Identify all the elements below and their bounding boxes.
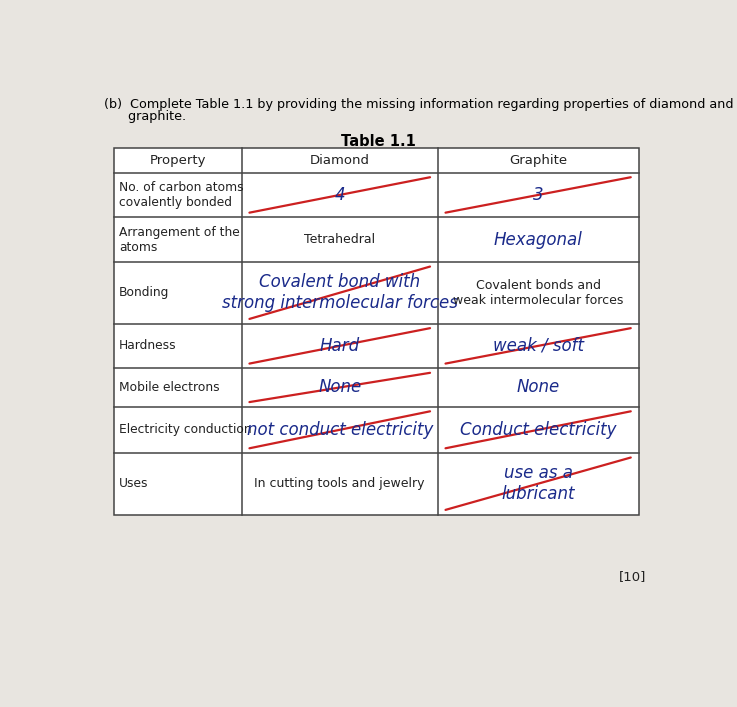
Text: None: None — [517, 378, 560, 397]
Text: [10]: [10] — [619, 570, 646, 583]
Text: Diamond: Diamond — [310, 154, 370, 167]
Text: Bonding: Bonding — [119, 286, 170, 299]
Text: Uses: Uses — [119, 477, 149, 490]
Text: Arrangement of the
atoms: Arrangement of the atoms — [119, 226, 240, 254]
Text: Conduct electricity: Conduct electricity — [460, 421, 616, 439]
Text: use as a
lubricant: use as a lubricant — [501, 464, 575, 503]
Text: weak / soft: weak / soft — [492, 337, 584, 355]
Text: 3: 3 — [533, 186, 543, 204]
Text: Table 1.1: Table 1.1 — [341, 134, 416, 149]
Text: Mobile electrons: Mobile electrons — [119, 381, 220, 394]
Text: Hardness: Hardness — [119, 339, 177, 352]
Text: None: None — [318, 378, 361, 397]
Text: Electricity conduction: Electricity conduction — [119, 423, 252, 436]
Text: 4: 4 — [335, 186, 345, 204]
FancyBboxPatch shape — [113, 148, 638, 515]
Text: Covalent bond with
strong intermolecular forces: Covalent bond with strong intermolecular… — [222, 274, 458, 312]
Text: not conduct electricity: not conduct electricity — [247, 421, 433, 439]
Text: Hexagonal: Hexagonal — [494, 230, 582, 249]
Text: (b)  Complete Table 1.1 by providing the missing information regarding propertie: (b) Complete Table 1.1 by providing the … — [104, 98, 733, 111]
Text: Tetrahedral: Tetrahedral — [304, 233, 375, 246]
Text: graphite.: graphite. — [104, 110, 186, 123]
Text: Graphite: Graphite — [509, 154, 567, 167]
Text: Property: Property — [150, 154, 206, 167]
Text: In cutting tools and jewelry: In cutting tools and jewelry — [254, 477, 425, 490]
Text: No. of carbon atoms
covalently bonded: No. of carbon atoms covalently bonded — [119, 181, 244, 209]
Text: Covalent bonds and
weak intermolecular forces: Covalent bonds and weak intermolecular f… — [453, 279, 624, 307]
Text: Hard: Hard — [320, 337, 360, 355]
